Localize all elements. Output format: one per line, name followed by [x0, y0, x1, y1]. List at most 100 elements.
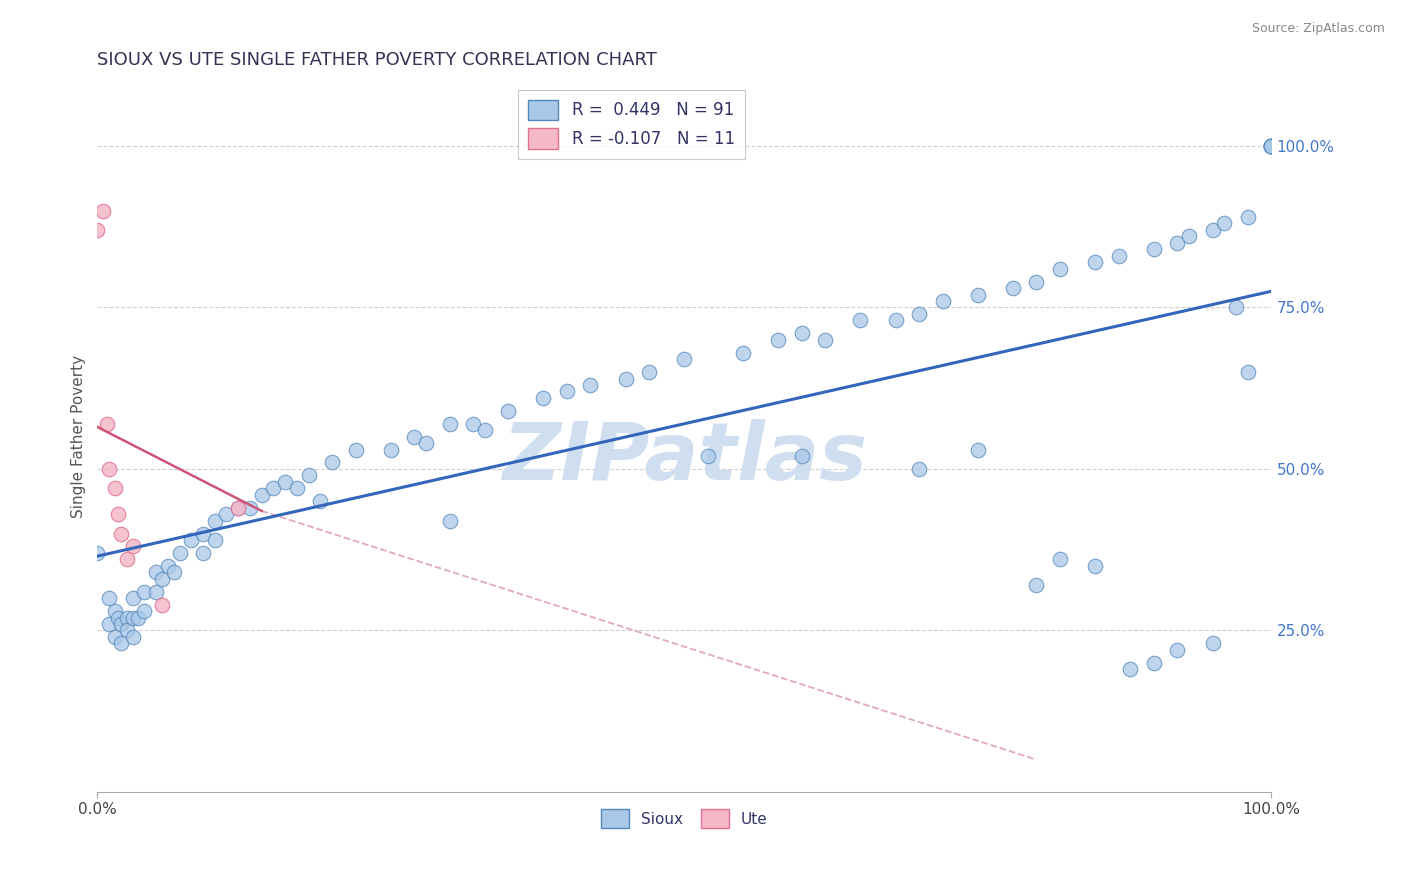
Point [531, 391, 554, 405]
Point [931, 293, 953, 308]
Point [1084, 255, 1107, 269]
Point [966, 442, 988, 457]
Point [1166, 235, 1188, 250]
Point [461, 417, 484, 431]
Point [262, 481, 284, 495]
Point [239, 500, 262, 515]
Point [696, 449, 718, 463]
Point [908, 307, 931, 321]
Point [1166, 643, 1188, 657]
Point [191, 546, 214, 560]
Point [180, 533, 202, 547]
Point [1236, 210, 1258, 224]
Point [1143, 656, 1166, 670]
Point [250, 488, 273, 502]
Point [107, 507, 129, 521]
Point [104, 481, 127, 495]
Point [1119, 662, 1142, 676]
Point [98, 462, 121, 476]
Point [415, 436, 437, 450]
Point [1201, 223, 1223, 237]
Point [766, 333, 789, 347]
Point [115, 552, 138, 566]
Point [731, 345, 754, 359]
Point [1001, 281, 1024, 295]
Point [104, 630, 127, 644]
Point [474, 423, 496, 437]
Point [191, 526, 214, 541]
Point [204, 533, 226, 547]
Point [110, 526, 132, 541]
Point [115, 624, 138, 638]
Point [1260, 139, 1282, 153]
Text: SIOUX VS UTE SINGLE FATHER POVERTY CORRELATION CHART: SIOUX VS UTE SINGLE FATHER POVERTY CORRE… [97, 51, 657, 69]
Point [1260, 139, 1282, 153]
Point [1143, 242, 1166, 256]
Point [1260, 139, 1282, 153]
Text: ZIPatlas: ZIPatlas [502, 419, 866, 497]
Point [145, 584, 167, 599]
Text: Source: ZipAtlas.com: Source: ZipAtlas.com [1251, 22, 1385, 36]
Point [127, 610, 149, 624]
Point [226, 500, 249, 515]
Point [156, 558, 179, 573]
Point [134, 584, 156, 599]
Point [638, 365, 661, 379]
Point [380, 442, 402, 457]
Point [1049, 261, 1071, 276]
Point [226, 500, 249, 515]
Point [1025, 275, 1047, 289]
Point [215, 507, 238, 521]
Point [115, 610, 138, 624]
Point [98, 617, 121, 632]
Point [309, 494, 332, 508]
Point [1084, 558, 1107, 573]
Point [1178, 229, 1201, 244]
Point [121, 630, 143, 644]
Point [321, 455, 343, 469]
Point [344, 442, 367, 457]
Point [404, 430, 426, 444]
Point [1213, 217, 1236, 231]
Point [121, 591, 143, 606]
Point [1049, 552, 1071, 566]
Point [439, 417, 461, 431]
Point [121, 540, 143, 554]
Point [110, 636, 132, 650]
Point [98, 591, 121, 606]
Point [204, 514, 226, 528]
Point [814, 333, 837, 347]
Point [91, 203, 114, 218]
Point [1025, 578, 1047, 592]
Point [908, 462, 931, 476]
Point [439, 514, 461, 528]
Point [673, 352, 696, 367]
Point [496, 404, 519, 418]
Point [579, 378, 602, 392]
Point [298, 468, 321, 483]
Point [1260, 139, 1282, 153]
Point [96, 417, 118, 431]
Point [614, 371, 637, 385]
Point [150, 598, 173, 612]
Point [86, 223, 108, 237]
Point [966, 287, 988, 301]
Point [1201, 636, 1223, 650]
Point [169, 546, 191, 560]
Point [121, 610, 143, 624]
Point [884, 313, 907, 327]
Point [1260, 139, 1282, 153]
Y-axis label: Single Father Poverty: Single Father Poverty [72, 355, 86, 518]
Point [285, 481, 308, 495]
Point [555, 384, 578, 399]
Point [110, 617, 132, 632]
Point [790, 326, 813, 341]
Point [1225, 301, 1247, 315]
Legend: Sioux, Ute: Sioux, Ute [595, 803, 773, 834]
Point [790, 449, 813, 463]
Point [849, 313, 872, 327]
Point [163, 566, 186, 580]
Point [1108, 249, 1130, 263]
Point [1236, 365, 1258, 379]
Point [104, 604, 127, 618]
